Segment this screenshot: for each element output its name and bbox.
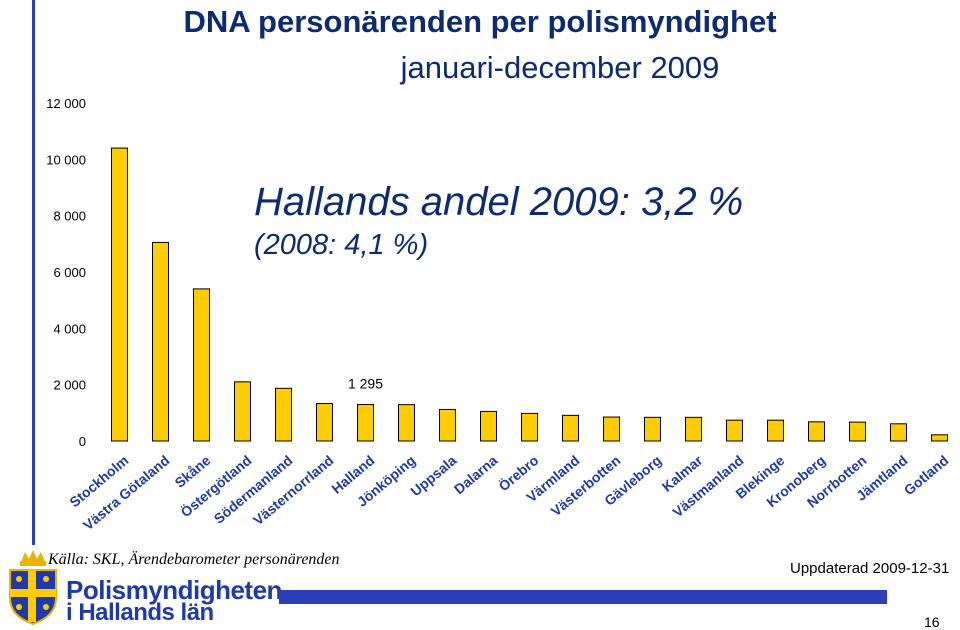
x-tick-label: Västmanland (669, 452, 746, 520)
bar-stockholm (111, 147, 128, 442)
x-tick-label: Dalarna (451, 452, 501, 497)
updated-date: Uppdaterad 2009-12-31 (790, 560, 950, 577)
bar-östergötland (234, 381, 251, 442)
left-stripe (32, 0, 35, 545)
logo-text-line2: i Hallands län (66, 599, 214, 626)
footer-blue-bar (279, 590, 887, 604)
chart-subtitle: januari-december 2009 (400, 50, 720, 85)
bar-västmanland (726, 419, 743, 442)
page-number: 16 (924, 614, 940, 630)
source-note: Källa: SKL, Ärendebarometer personärende… (48, 551, 340, 568)
annotation-share-2008: (2008: 4,1 %) (254, 229, 429, 261)
y-tick-label: 8 000 (53, 209, 86, 224)
y-tick-label: 10 000 (46, 152, 86, 167)
bar-blekinge (767, 419, 784, 442)
bar-jämtland (890, 423, 907, 442)
y-tick-label: 12 000 (46, 96, 86, 111)
bar-västernorrland (316, 403, 333, 442)
bar-jönköping (398, 404, 415, 442)
annotation-share-2009: Hallands andel 2009: 3,2 % (254, 180, 744, 224)
bar-södermanland (275, 387, 292, 442)
logo-text-line1: Polismyndigheten (66, 575, 282, 605)
y-tick-label: 2 000 (53, 378, 86, 393)
bar-uppsala (439, 408, 456, 442)
bar-halland (357, 404, 374, 442)
bar-värmland (562, 414, 579, 442)
bar-dalarna (480, 410, 497, 442)
bar-norrbotten (849, 421, 866, 442)
bar-skåne (193, 288, 210, 442)
bar-gävleborg (644, 416, 661, 442)
x-tick-label: Uppsala (407, 452, 459, 499)
chart-title: DNA personärenden per polismyndighet (183, 4, 777, 39)
x-tick-label: Gotland (901, 452, 952, 498)
y-tick-label: 4 000 (53, 321, 86, 336)
data-label-halland: 1 295 (348, 376, 383, 392)
police-crest-icon (9, 550, 57, 626)
y-tick-label: 0 (79, 434, 86, 449)
bar-västerbotten (603, 416, 620, 442)
bar-västra-götaland (152, 241, 169, 442)
bar-kalmar (685, 416, 702, 442)
bar-gotland (931, 434, 948, 442)
bar-örebro (521, 412, 538, 442)
bar-kronoberg (808, 421, 825, 442)
y-tick-label: 6 000 (53, 265, 86, 280)
